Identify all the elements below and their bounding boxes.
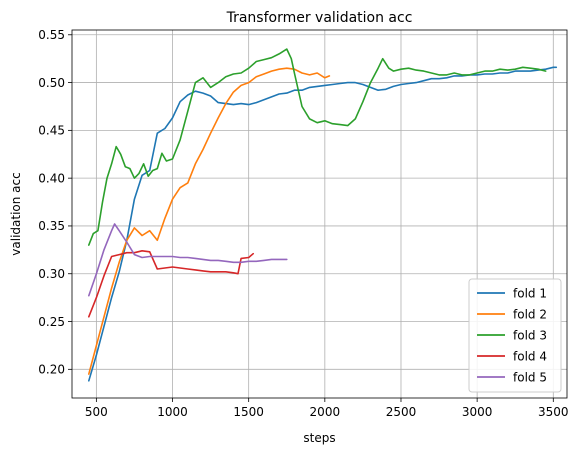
x-axis-label: steps — [303, 431, 335, 445]
series-line-fold-5 — [88, 223, 288, 297]
y-tick-label: 0.20 — [38, 363, 65, 377]
series-line-fold-1 — [88, 66, 558, 382]
legend-label: fold 5 — [513, 370, 547, 384]
y-tick-label: 0.55 — [38, 28, 65, 42]
series-line-fold-4 — [88, 250, 254, 318]
x-tick-label: 3500 — [538, 405, 569, 419]
x-tick-label: 3000 — [462, 405, 493, 419]
y-tick-label: 0.30 — [38, 267, 65, 281]
legend-label: fold 2 — [513, 307, 547, 321]
series-line-fold-3 — [88, 48, 547, 246]
legend-label: fold 3 — [513, 328, 547, 342]
series-lines — [88, 48, 558, 382]
plot-frame — [71, 29, 568, 399]
x-tick-label: 500 — [85, 405, 108, 419]
series-line-fold-2 — [88, 67, 331, 375]
axis-ticks: 500 1000 1500 2000 2500 3000 3500 0.20 0.25 0.30 0… — [38, 28, 568, 419]
chart-title: Transformer validation acc — [226, 10, 413, 26]
grid — [72, 30, 567, 398]
y-axis-label: validation acc — [9, 172, 23, 255]
y-tick-label: 0.40 — [38, 171, 65, 185]
x-tick-label: 2500 — [386, 405, 417, 419]
y-tick-label: 0.35 — [38, 219, 65, 233]
legend-box — [468, 278, 562, 393]
x-tick-label: 1000 — [157, 405, 188, 419]
legend-label: fold 4 — [513, 349, 547, 363]
x-tick-label: 1500 — [233, 405, 264, 419]
y-tick-label: 0.45 — [38, 124, 65, 138]
legend: fold 1 fold 2 fold 3 fold 4 fold 5 — [468, 278, 562, 393]
legend-label: fold 1 — [513, 286, 547, 300]
y-tick-label: 0.25 — [38, 315, 65, 329]
x-tick-label: 2000 — [310, 405, 341, 419]
y-tick-label: 0.50 — [38, 76, 65, 90]
